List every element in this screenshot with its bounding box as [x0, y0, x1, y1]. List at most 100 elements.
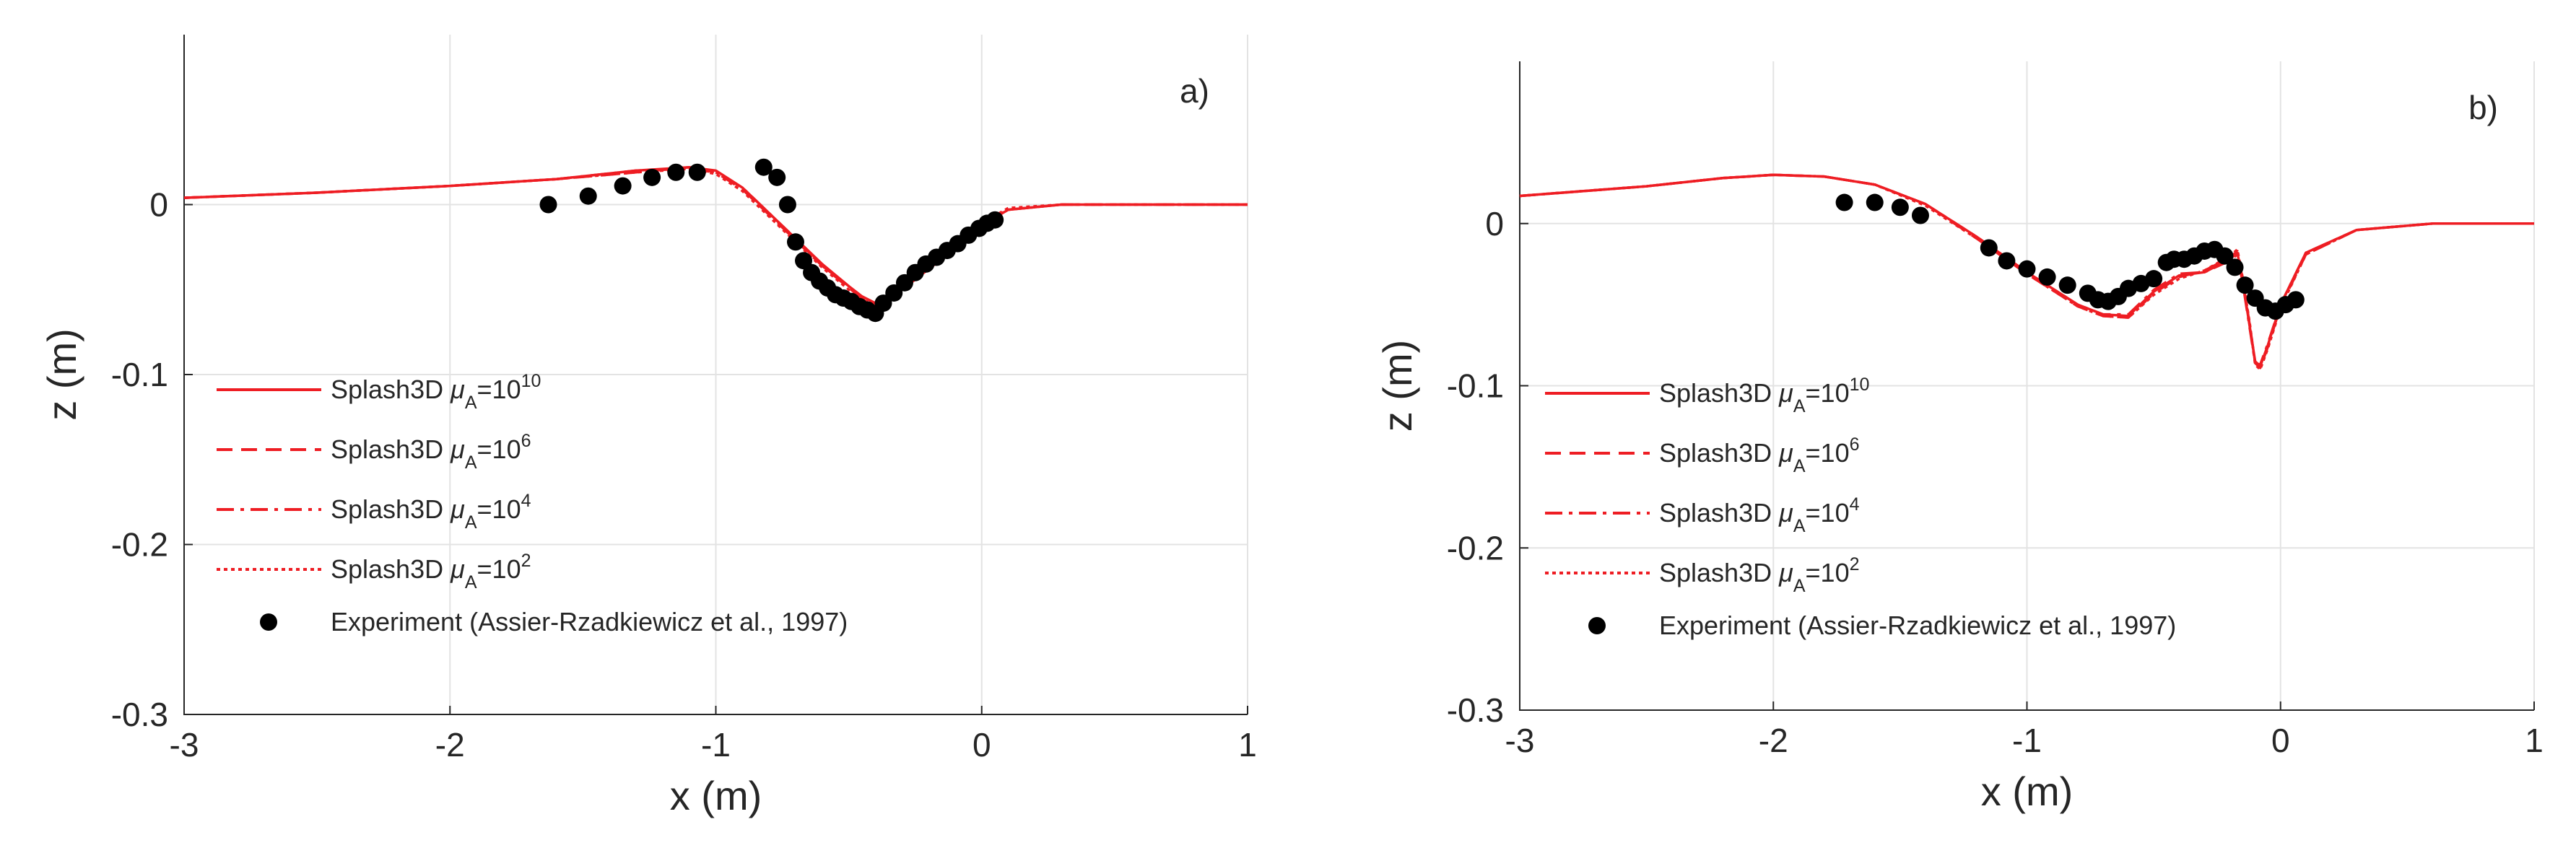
- x-tick-label: 0: [2271, 722, 2290, 759]
- legend-label: Splash3D μA=104: [1659, 494, 1860, 536]
- experiment-point: [2038, 268, 2056, 286]
- x-tick-label: -1: [701, 726, 731, 764]
- experiment-point: [1911, 206, 1929, 224]
- legend-label-mu: μ: [450, 554, 465, 584]
- experiment-point: [2145, 270, 2163, 288]
- experiment-point: [539, 196, 557, 214]
- legend-label-eq: =10: [477, 554, 521, 584]
- experiment-point: [786, 233, 804, 251]
- y-tick-label: -0.2: [111, 526, 168, 564]
- legend-label-eq: =10: [1806, 378, 1850, 408]
- experiment-point: [688, 163, 706, 181]
- legend-label: Splash3D μA=106: [331, 431, 531, 473]
- legend-label-sub: A: [1793, 516, 1806, 536]
- chart-panel-a: -3 -2 -1 0 1 -0.3 -0.2 -0.1 0 x (m) z (m) a) Splash3…: [39, 35, 1257, 818]
- y-tick-label: -0.2: [1447, 529, 1504, 567]
- legend-label-sub: A: [1793, 456, 1806, 476]
- legend-label-experiment: Experiment (Assier-Rzadkiewicz et al., 1…: [1659, 611, 2176, 640]
- experiment-point: [1980, 239, 1998, 257]
- legend-label-sub: A: [465, 512, 477, 533]
- legend-label-eq: =10: [1806, 498, 1850, 528]
- experiment-point: [768, 168, 786, 186]
- legend-label-exp: 2: [521, 551, 531, 571]
- experiment-point: [643, 168, 661, 186]
- legend-label-exp: 4: [1850, 494, 1860, 515]
- legend-label-base: Splash3D: [331, 494, 451, 524]
- legend-label-eq: =10: [477, 434, 521, 464]
- legend-label-base: Splash3D: [1659, 498, 1779, 528]
- experiment-point: [1835, 193, 1853, 211]
- y-tick-label: 0: [149, 186, 168, 224]
- y-tick-label: -0.1: [111, 356, 168, 393]
- y-axis-label: z (m): [39, 328, 84, 421]
- experiment-point: [2226, 258, 2244, 276]
- y-tick-label: -0.1: [1447, 367, 1504, 405]
- y-axis-label: z (m): [1375, 340, 1420, 432]
- legend-label-mu: μ: [1778, 378, 1793, 408]
- y-tick-label: 0: [1485, 205, 1504, 242]
- experiment-point: [1891, 198, 1909, 216]
- x-tick-label: 0: [972, 726, 991, 764]
- legend-label-exp: 10: [1850, 375, 1870, 395]
- legend-label-exp: 6: [521, 431, 531, 451]
- experiment-point: [1998, 252, 2016, 270]
- legend-label-base: Splash3D: [1659, 378, 1779, 408]
- series-line-dotted: [183, 167, 1248, 307]
- x-tick-label: -3: [170, 726, 199, 764]
- legend-label-sub: A: [1793, 576, 1806, 596]
- legend-label-exp: 4: [521, 491, 531, 511]
- legend-label-mu: μ: [1778, 438, 1793, 468]
- legend-label-exp: 2: [1850, 554, 1860, 574]
- panel-label: a): [1180, 72, 1209, 110]
- legend-label-base: Splash3D: [1659, 438, 1779, 468]
- x-axis-label: x (m): [670, 773, 762, 818]
- legend-label-sub: A: [465, 452, 477, 473]
- legend-label-base: Splash3D: [331, 554, 451, 584]
- x-tick-label: 1: [1238, 726, 1257, 764]
- experiment-point: [754, 158, 773, 176]
- y-tick-label: -0.3: [111, 696, 168, 733]
- legend-swatch-experiment: [1588, 617, 1606, 634]
- experiment-point: [2236, 276, 2254, 294]
- x-tick-label: -1: [2012, 722, 2042, 759]
- legend-label-mu: μ: [1778, 498, 1793, 528]
- legend-label-exp: 6: [1850, 434, 1860, 455]
- legend-label-base: Splash3D: [1659, 558, 1779, 587]
- series-line-dotted: [1519, 173, 2534, 371]
- series-line-dashdot: [1519, 173, 2534, 367]
- legend-label-sub: A: [1793, 396, 1806, 416]
- legend-label-eq: =10: [1806, 438, 1850, 468]
- experiment-point: [2018, 260, 2036, 278]
- experiment-point: [986, 211, 1004, 229]
- legend-label: Splash3D μA=1010: [1659, 375, 1869, 416]
- legend-swatch-experiment: [260, 613, 277, 631]
- experiment-point: [2286, 291, 2305, 309]
- x-tick-label: -2: [435, 726, 465, 764]
- legend-label-sub: A: [465, 572, 477, 592]
- experiment-point: [2216, 247, 2234, 265]
- y-tick-label: -0.3: [1447, 691, 1504, 729]
- legend-label-eq: =10: [477, 375, 521, 404]
- legend-label-exp: 10: [521, 371, 541, 391]
- legend-label-sub: A: [465, 393, 477, 413]
- legend-label: Splash3D μA=104: [331, 491, 531, 533]
- experiment-point: [2058, 276, 2076, 294]
- legend-label-base: Splash3D: [331, 375, 451, 404]
- experiment-point: [667, 163, 685, 181]
- x-axis-label: x (m): [1981, 769, 2074, 814]
- legend-label-base: Splash3D: [331, 434, 451, 464]
- legend-label-mu: μ: [450, 434, 465, 464]
- legend-label-mu: μ: [450, 375, 465, 404]
- experiment-point: [1866, 193, 1884, 211]
- legend-label-mu: μ: [450, 494, 465, 524]
- legend-label-experiment: Experiment (Assier-Rzadkiewicz et al., 1…: [331, 607, 848, 637]
- experiment-point: [778, 196, 796, 214]
- legend-label-mu: μ: [1778, 558, 1793, 587]
- x-tick-label: -3: [1505, 722, 1535, 759]
- experiment-point: [614, 177, 632, 195]
- legend-label: Splash3D μA=102: [331, 551, 531, 592]
- panel-label: b): [2468, 89, 2498, 126]
